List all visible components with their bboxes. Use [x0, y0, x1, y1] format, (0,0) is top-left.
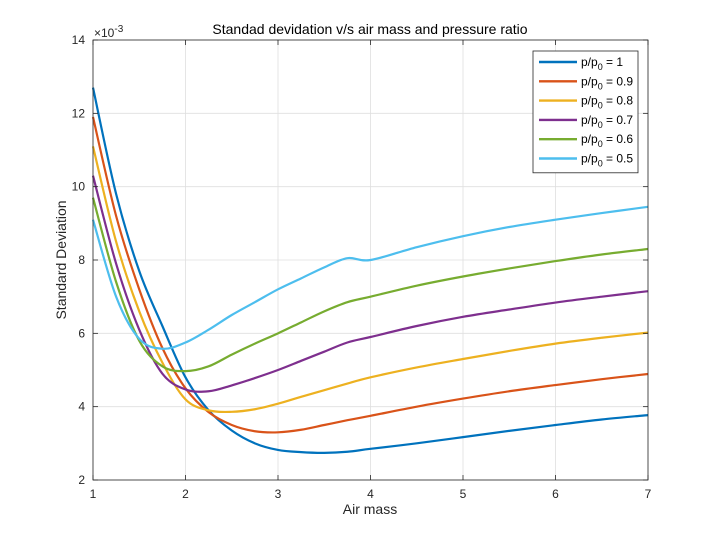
legend-value: = 0.5: [603, 152, 634, 166]
legend-label: p/p: [581, 55, 598, 69]
legend-label: p/p: [581, 94, 598, 108]
legend-subscript: 0: [598, 159, 603, 169]
y-tick-label: 8: [78, 253, 85, 267]
legend-label: p/p: [581, 74, 598, 88]
series-line-4: [91, 175, 649, 393]
series-line-6: [91, 205, 649, 350]
legend-label: p/p: [581, 152, 598, 166]
legend: p/p0 = 1p/p0 = 0.9p/p0 = 0.8p/p0 = 0.7p/…: [532, 50, 639, 174]
legend-entry: p/p0 = 0.9: [581, 74, 633, 91]
series-line-5: [91, 197, 649, 373]
y-axis-exponent: ×10-3: [94, 24, 124, 40]
legend-entry: p/p0 = 0.8: [581, 94, 633, 111]
legend-value: = 0.7: [603, 113, 634, 127]
x-tick-label: 1: [90, 487, 97, 501]
series-lines: [91, 87, 649, 454]
legend-entry: p/p0 = 1: [581, 55, 623, 72]
x-tick-label: 3: [275, 487, 282, 501]
legend-entry: p/p0 = 0.7: [581, 113, 633, 130]
y-tick-label: 2: [78, 473, 85, 487]
legend-subscript: 0: [598, 62, 603, 72]
legend-subscript: 0: [598, 139, 603, 149]
y-tick-label: 12: [72, 106, 86, 120]
x-tick-label: 4: [367, 487, 374, 501]
y-tick-label: 4: [78, 400, 85, 414]
x-axis-label: Air mass: [343, 501, 397, 517]
legend-label: p/p: [581, 113, 598, 127]
series-line-1: [91, 87, 649, 454]
x-tick-label: 6: [552, 487, 559, 501]
y-axis-label: Standard Deviation: [53, 200, 69, 319]
legend-subscript: 0: [598, 81, 603, 91]
legend-box: [532, 50, 639, 174]
legend-entry: p/p0 = 0.6: [581, 132, 633, 149]
legend-subscript: 0: [598, 101, 603, 111]
x-tick-label: 2: [182, 487, 189, 501]
y-tick-label: 14: [72, 33, 86, 47]
legend-value: = 0.6: [603, 132, 634, 146]
series-line-3: [91, 146, 649, 414]
x-tick-label: 7: [645, 487, 652, 501]
x-tick-label: 5: [460, 487, 467, 501]
chart-title: Standad devidation v/s air mass and pres…: [212, 21, 527, 37]
y-tick-label: 6: [78, 326, 85, 340]
legend-value: = 0.8: [603, 94, 634, 108]
legend-value: = 1: [603, 55, 624, 69]
legend-subscript: 0: [598, 120, 603, 130]
legend-label: p/p: [581, 132, 598, 146]
legend-value: = 0.9: [603, 74, 634, 88]
series-line-2: [91, 116, 649, 434]
legend-entry: p/p0 = 0.5: [581, 152, 633, 169]
y-tick-label: 10: [72, 180, 86, 194]
